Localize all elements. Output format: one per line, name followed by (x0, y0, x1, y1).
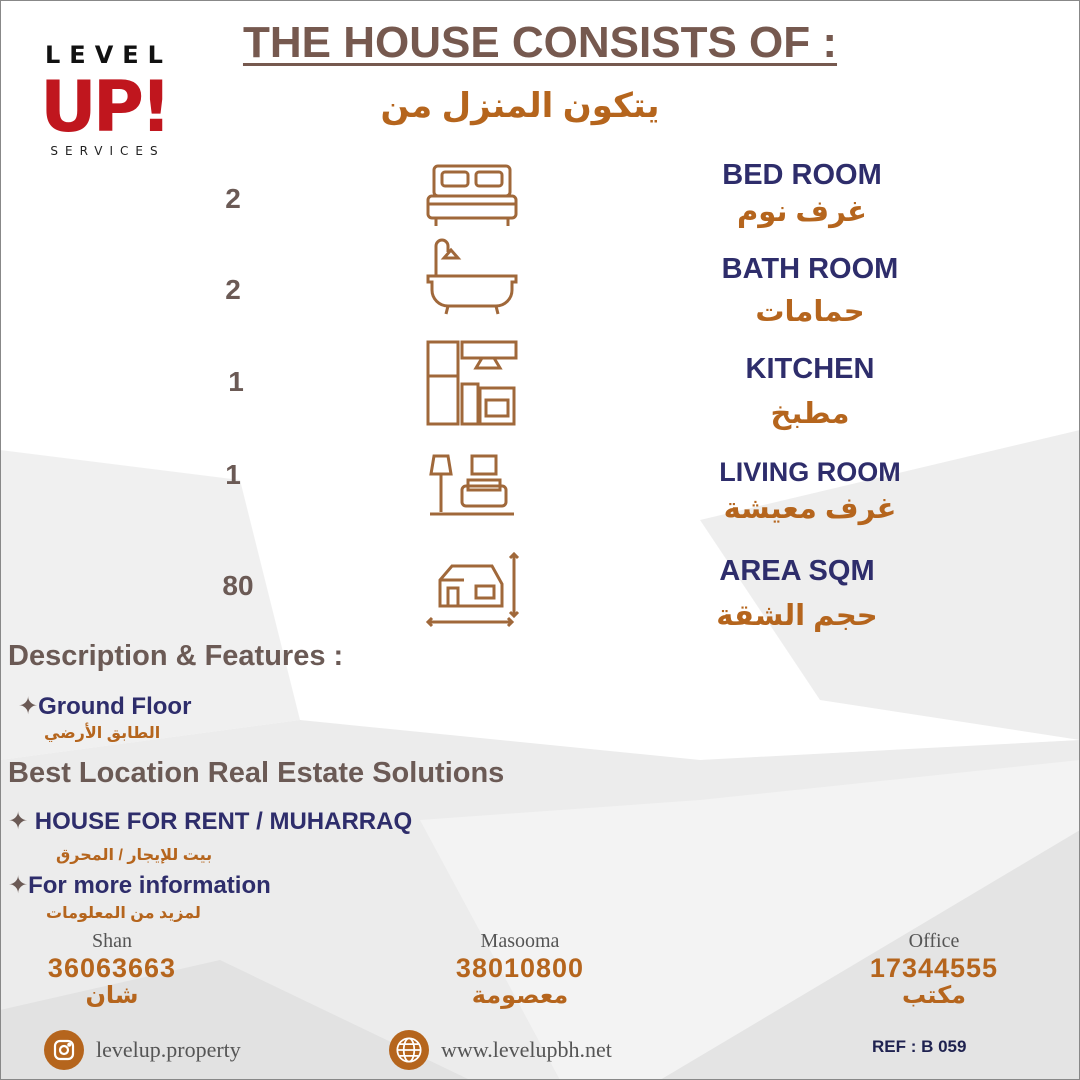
feature-kitchen: KITCHEN مطبخ (670, 352, 950, 434)
bed-icon (426, 164, 518, 226)
contact-masooma: Masooma 38010800 معصومة (400, 930, 640, 1009)
contact-shan: Shan 36063663 شان (0, 930, 232, 1009)
feature-label: BED ROOM (722, 159, 882, 191)
contact-name: Shan (92, 930, 132, 952)
feature-label: AREA SQM (719, 555, 875, 587)
globe-icon (389, 1030, 429, 1070)
logo: LEVEL UP! SERVICES (22, 40, 186, 158)
listing-text: HOUSE FOR RENT / MUHARRAQ (34, 808, 413, 835)
contact-name-ar: شان (85, 982, 139, 1009)
listing-text-ar: بيت للإيجار / المحرق (56, 847, 213, 864)
website-link[interactable]: www.levelupbh.net (389, 1030, 612, 1070)
info-text-ar: لمزيد من المعلومات (46, 905, 201, 922)
logo-up: UP! (39, 66, 172, 148)
house-area-icon (425, 551, 520, 628)
bedroom-count: 2 (225, 183, 241, 214)
area-value: 80 (222, 570, 254, 601)
feature-bedroom: BED ROOM غرف نوم (662, 158, 942, 232)
page-title: THE HOUSE CONSISTS OF : (242, 18, 838, 67)
feature-label-ar: مطبخ (770, 398, 850, 430)
feature-label: KITCHEN (745, 353, 875, 385)
bathtub-icon (426, 238, 518, 315)
location-heading: Best Location Real Estate Solutions (8, 757, 505, 789)
sparkle-icon: ✦ (8, 872, 29, 899)
feature-label: BATH ROOM (721, 253, 899, 285)
reference-code: REF : B 059 (872, 1037, 967, 1056)
contact-phone[interactable]: 38010800 (455, 953, 585, 983)
feature-label-ar: غرف نوم (737, 196, 867, 228)
feature-bathroom: BATH ROOM حمامات (670, 252, 950, 332)
info-item: ✦For more information (8, 871, 271, 900)
instagram-icon (44, 1030, 84, 1070)
page-title-ar: يتكون المنزل من (380, 87, 660, 125)
description-heading: Description & Features : (8, 640, 344, 672)
bathroom-count: 2 (225, 274, 241, 305)
sparkle-icon: ✦ (18, 693, 39, 720)
feature-living-room: LIVING ROOM غرف معيشة (670, 455, 950, 529)
feature-label-ar: حمامات (755, 296, 865, 328)
contact-phone[interactable]: 17344555 (869, 953, 999, 983)
feature-item: ✦Ground Floor (18, 692, 191, 721)
kitchen-icon (426, 340, 518, 426)
instagram-link[interactable]: levelup.property (44, 1030, 241, 1070)
contact-name-ar: مكتب (901, 982, 967, 1009)
info-text: For more information (28, 872, 271, 899)
feature-item-ar: الطابق الأرضي (44, 725, 161, 742)
feature-label-ar: غرف معيشة (723, 493, 897, 525)
feature-item-text: Ground Floor (38, 693, 192, 720)
feature-label: LIVING ROOM (719, 457, 901, 487)
sparkle-icon: ✦ (8, 808, 29, 835)
kitchen-count: 1 (228, 366, 244, 397)
contact-office: Office 17344555 مكتب (814, 930, 1054, 1009)
contact-phone[interactable]: 36063663 (47, 953, 177, 983)
living-room-count: 1 (225, 459, 241, 490)
logo-level: LEVEL (45, 41, 172, 69)
logo-services: SERVICES (50, 144, 165, 158)
website-url[interactable]: www.levelupbh.net (441, 1037, 612, 1062)
contact-name: Office (908, 930, 960, 952)
contact-name: Masooma (480, 930, 560, 952)
feature-area: AREA SQM حجم الشقة (657, 554, 937, 636)
instagram-handle[interactable]: levelup.property (96, 1037, 241, 1062)
living-room-icon (429, 454, 514, 516)
feature-label-ar: حجم الشقة (716, 600, 878, 632)
contact-name-ar: معصومة (471, 982, 569, 1009)
listing-item: ✦ HOUSE FOR RENT / MUHARRAQ (8, 807, 412, 836)
